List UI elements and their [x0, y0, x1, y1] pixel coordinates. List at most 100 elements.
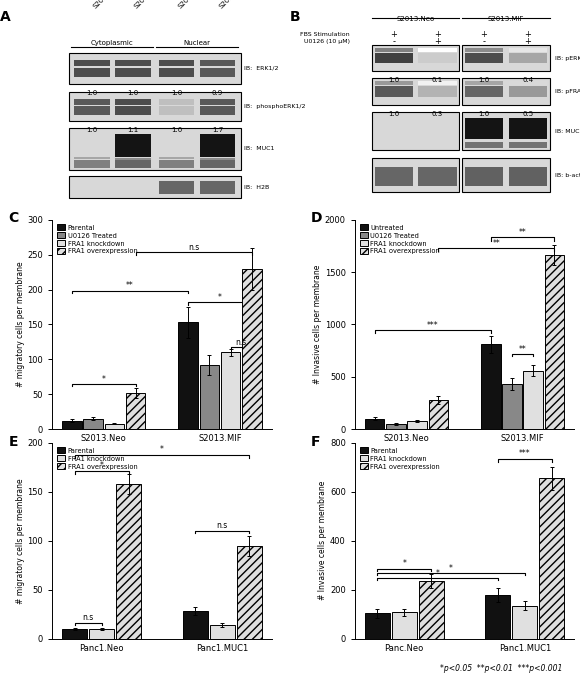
Bar: [62, 421, 82, 429]
Bar: [68, 128, 241, 170]
Bar: [126, 393, 146, 429]
Text: n.s: n.s: [235, 338, 247, 347]
Bar: [200, 134, 235, 158]
Legend: Parental, FRA1 knockdown, FRA1 overexpression: Parental, FRA1 knockdown, FRA1 overexpre…: [358, 446, 441, 471]
Bar: [178, 322, 198, 429]
Bar: [200, 158, 235, 160]
Bar: [375, 53, 413, 64]
Bar: [481, 344, 501, 429]
Text: +: +: [524, 37, 531, 46]
Bar: [465, 167, 503, 186]
Bar: [115, 160, 151, 168]
Bar: [539, 479, 564, 639]
Bar: [509, 81, 547, 84]
Legend: Parental, FRA1 knockdown, FRA1 overexpression: Parental, FRA1 knockdown, FRA1 overexpre…: [56, 446, 139, 471]
Text: ***: ***: [427, 321, 438, 330]
Y-axis label: # Invasive cells per membrane: # Invasive cells per membrane: [313, 265, 322, 384]
Text: IB:  H2B: IB: H2B: [244, 185, 269, 189]
Text: 1.7: 1.7: [212, 127, 223, 132]
Bar: [159, 99, 194, 105]
Bar: [386, 424, 405, 429]
Text: **: **: [519, 228, 527, 237]
Text: +: +: [481, 30, 487, 39]
Bar: [545, 256, 564, 429]
Bar: [115, 106, 151, 115]
Bar: [115, 99, 151, 105]
Bar: [115, 134, 151, 158]
Bar: [462, 78, 550, 105]
Text: 1.0: 1.0: [171, 127, 182, 132]
Bar: [74, 160, 110, 168]
Bar: [159, 106, 194, 115]
Bar: [509, 118, 547, 139]
Bar: [159, 68, 194, 77]
Text: 1.0: 1.0: [388, 77, 400, 82]
Text: +: +: [434, 37, 441, 46]
Bar: [183, 611, 208, 639]
Bar: [407, 421, 427, 429]
Text: *: *: [102, 375, 106, 384]
Bar: [465, 48, 503, 52]
Bar: [375, 48, 413, 52]
Text: *: *: [436, 569, 440, 578]
Bar: [200, 365, 219, 429]
Text: **: **: [492, 239, 501, 248]
Bar: [418, 167, 456, 186]
Bar: [74, 158, 110, 160]
Bar: [418, 81, 456, 84]
Text: Nuclear: Nuclear: [184, 41, 211, 47]
Bar: [159, 158, 194, 160]
Text: 1.0: 1.0: [86, 89, 97, 95]
Bar: [418, 48, 456, 52]
Text: -: -: [392, 37, 396, 46]
Bar: [221, 352, 240, 429]
Bar: [524, 370, 543, 429]
Text: S2013.Neo: S2013.Neo: [92, 0, 123, 10]
Bar: [509, 53, 547, 64]
Bar: [159, 60, 194, 66]
Text: *: *: [218, 293, 222, 302]
Bar: [89, 629, 114, 639]
Bar: [372, 78, 459, 105]
Text: S2013.MIF: S2013.MIF: [133, 0, 163, 10]
Bar: [159, 181, 194, 194]
Text: S2013.MIF: S2013.MIF: [218, 0, 248, 10]
Text: 1.1: 1.1: [127, 127, 139, 132]
Bar: [365, 419, 385, 429]
Text: F: F: [311, 435, 321, 449]
Legend: Parental, U0126 Treated, FRA1 knockdown, FRA1 overexpression: Parental, U0126 Treated, FRA1 knockdown,…: [56, 223, 139, 256]
Bar: [509, 141, 547, 149]
Text: +: +: [434, 30, 441, 39]
Text: 1.0: 1.0: [86, 127, 97, 132]
Bar: [465, 86, 503, 97]
Text: C: C: [8, 212, 19, 225]
Bar: [74, 68, 110, 77]
Text: **: **: [519, 345, 527, 354]
Text: IB:  ERK1/2: IB: ERK1/2: [244, 66, 278, 71]
Bar: [502, 384, 522, 429]
Bar: [200, 160, 235, 168]
Bar: [429, 400, 448, 429]
Bar: [200, 68, 235, 77]
Bar: [462, 45, 550, 71]
Bar: [509, 48, 547, 52]
Text: 1.0: 1.0: [478, 111, 490, 117]
Bar: [200, 99, 235, 105]
Text: IB: MUC1: IB: MUC1: [555, 128, 580, 134]
Legend: Untreated, U0126 Treated, FRA1 knockdown, FRA1 overexpression: Untreated, U0126 Treated, FRA1 knockdown…: [358, 223, 441, 256]
Text: n.s: n.s: [216, 521, 228, 530]
Text: 0.4: 0.4: [522, 77, 533, 82]
Y-axis label: # Invasive cells per membrane: # Invasive cells per membrane: [318, 481, 327, 600]
Text: 1.0: 1.0: [478, 77, 490, 82]
Bar: [419, 581, 444, 639]
Text: *: *: [160, 445, 164, 454]
Bar: [115, 60, 151, 66]
Bar: [200, 106, 235, 115]
Bar: [375, 86, 413, 97]
Text: 0.3: 0.3: [432, 111, 443, 117]
Text: 1.0: 1.0: [127, 89, 139, 95]
Text: 0.1: 0.1: [432, 77, 443, 82]
Bar: [365, 613, 390, 639]
Bar: [462, 158, 550, 193]
Bar: [68, 93, 241, 121]
